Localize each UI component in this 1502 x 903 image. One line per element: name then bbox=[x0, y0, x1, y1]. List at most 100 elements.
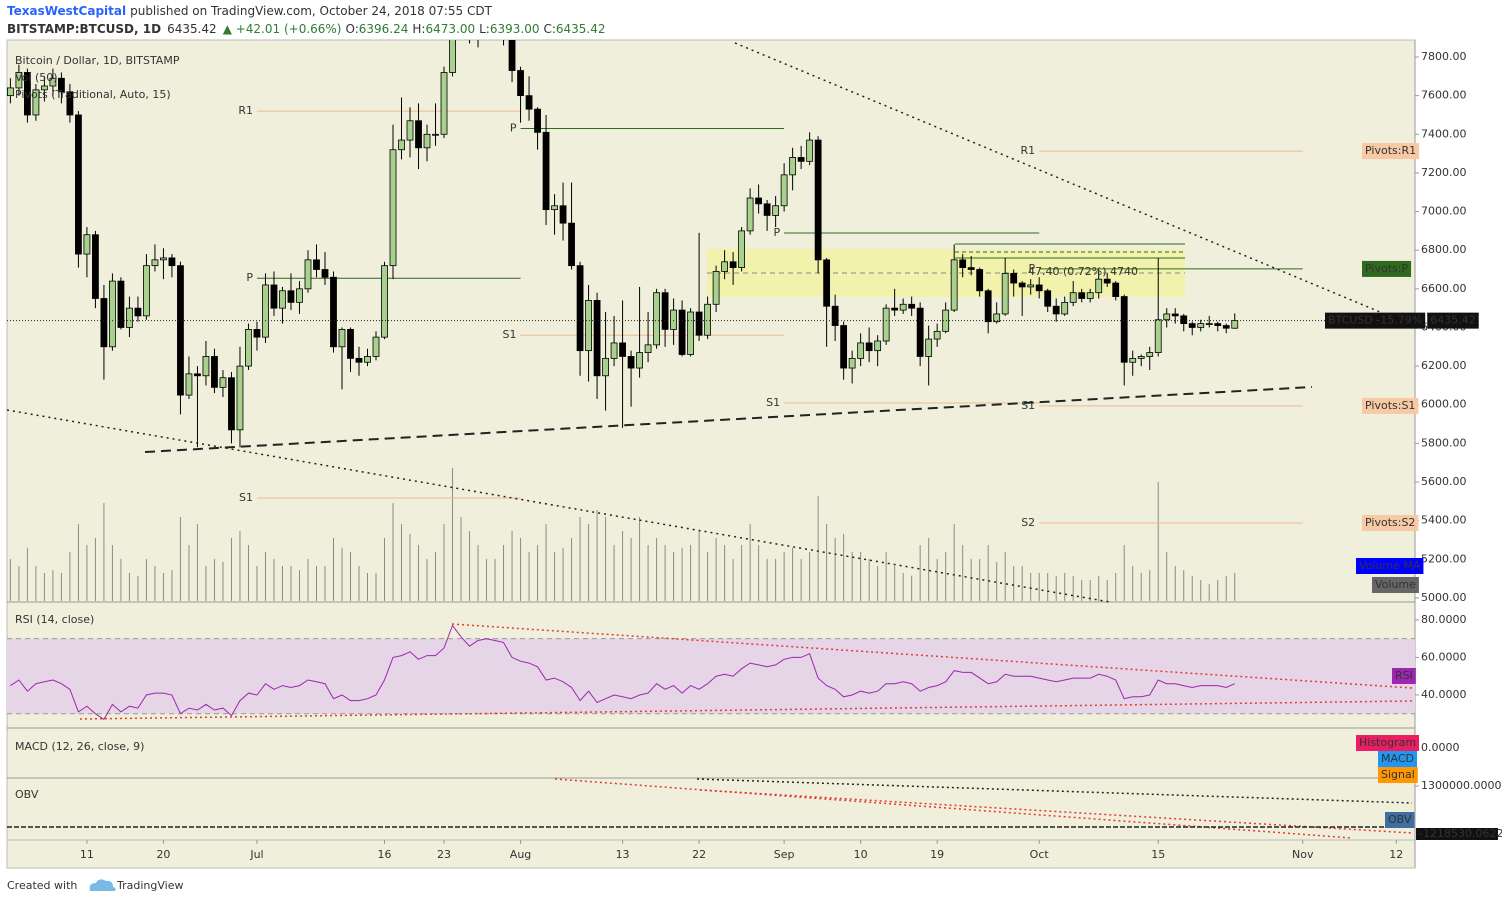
indicator-label: Pivots (Traditional, Auto, 15) bbox=[15, 88, 171, 101]
candle-body bbox=[398, 139, 405, 151]
y-tick-label: 6800.00 bbox=[1421, 243, 1467, 256]
macd-title: MACD (12, 26, close, 9) bbox=[15, 740, 144, 753]
candle-body bbox=[959, 259, 967, 268]
candle-body bbox=[1197, 323, 1205, 328]
footer-text: Created with bbox=[7, 879, 77, 892]
y-tick-label: 5400.00 bbox=[1421, 514, 1467, 527]
y-tick-label: 7600.00 bbox=[1421, 89, 1467, 102]
pivot-label: S1 bbox=[239, 491, 253, 504]
x-tick-label: 22 bbox=[692, 848, 706, 861]
y-tick-label: 1300000.0000 bbox=[1421, 779, 1501, 792]
candle-body bbox=[593, 300, 601, 377]
candle-body bbox=[1069, 292, 1077, 303]
candle-body bbox=[49, 77, 57, 87]
candle-body bbox=[143, 265, 150, 317]
last-price-bg bbox=[1427, 312, 1479, 329]
x-tick-label: 16 bbox=[378, 848, 392, 861]
candle-body bbox=[7, 87, 14, 97]
candle-body bbox=[721, 261, 729, 272]
x-tick-label: Sep bbox=[774, 848, 795, 861]
candle-body bbox=[1205, 323, 1213, 326]
candle-body bbox=[75, 114, 82, 255]
candle-body bbox=[916, 307, 924, 357]
candle-body bbox=[355, 357, 363, 363]
candle-body bbox=[1214, 323, 1222, 326]
x-tick-label: Jul bbox=[249, 848, 263, 861]
pivot-tag-bg bbox=[1362, 143, 1420, 160]
candle-body bbox=[755, 197, 763, 205]
candle-body bbox=[372, 336, 380, 357]
macd-tag: MACD bbox=[1381, 752, 1414, 765]
candle-body bbox=[559, 205, 567, 224]
y-tick-label: 5000.00 bbox=[1421, 591, 1467, 604]
trendlines bbox=[6, 42, 1413, 839]
candle-body bbox=[585, 300, 592, 352]
candle-body bbox=[678, 309, 686, 355]
macd-tag-bg bbox=[1356, 735, 1420, 751]
candle-body bbox=[321, 269, 329, 278]
q: L: bbox=[479, 22, 490, 36]
candle-body bbox=[109, 280, 116, 348]
candle-body bbox=[304, 259, 312, 290]
candle-body bbox=[619, 342, 626, 357]
candle-body bbox=[1171, 313, 1179, 317]
candle-body bbox=[440, 72, 448, 135]
candle-body bbox=[1231, 320, 1239, 329]
q: 6396.24 bbox=[359, 22, 409, 36]
candle-body bbox=[772, 205, 780, 216]
candle-body bbox=[330, 276, 337, 348]
candle-body bbox=[1163, 313, 1171, 321]
x-tick-label: 12 bbox=[1389, 848, 1403, 861]
pivot-label: P bbox=[1029, 262, 1036, 275]
volume-tag: Volume MA bbox=[1359, 559, 1421, 572]
candle-body bbox=[984, 290, 992, 323]
candle-body bbox=[925, 338, 933, 357]
x-tick-label: 23 bbox=[437, 848, 451, 861]
candle-body bbox=[236, 365, 244, 431]
brand[interactable]: TradingView bbox=[116, 879, 183, 892]
pivot-tag: Pivots:R1 bbox=[1365, 144, 1416, 157]
candle-body bbox=[253, 329, 261, 338]
pivot-label: P bbox=[510, 121, 517, 134]
candle-body bbox=[1154, 319, 1162, 353]
candle-body bbox=[653, 292, 660, 346]
candle-body bbox=[1222, 325, 1230, 329]
candle-body bbox=[874, 340, 882, 352]
author[interactable]: TexasWestCapital bbox=[7, 4, 126, 18]
y-tick-label: 7000.00 bbox=[1421, 205, 1467, 218]
candle-body bbox=[432, 133, 439, 136]
symbol: BITSTAMP:BTCUSD, 1D bbox=[7, 22, 161, 36]
candle-body bbox=[950, 259, 958, 311]
pivot-label: S1 bbox=[1021, 399, 1035, 412]
candle-body bbox=[610, 342, 618, 359]
candle-body bbox=[1078, 292, 1086, 299]
pivot-tag-bg bbox=[1362, 260, 1412, 277]
change: ▲ +42.01 (+0.66%) bbox=[223, 22, 342, 36]
candle-body bbox=[704, 303, 711, 336]
candle-body bbox=[976, 269, 984, 292]
candle-body bbox=[313, 259, 320, 270]
chart-background bbox=[6, 39, 1416, 841]
candle-body bbox=[823, 259, 831, 307]
candle-body bbox=[1188, 323, 1196, 328]
candle-body bbox=[202, 356, 210, 377]
x-tick-label: Nov bbox=[1292, 848, 1314, 861]
candle-body bbox=[262, 284, 269, 338]
indicator-panes bbox=[7, 624, 1415, 721]
y-tick-label: 7200.00 bbox=[1421, 166, 1467, 179]
x-tick-label: 13 bbox=[616, 848, 630, 861]
candle-body bbox=[746, 197, 754, 232]
candle-body bbox=[687, 311, 694, 355]
candle-body bbox=[517, 70, 524, 97]
candle-body bbox=[24, 72, 31, 116]
pivot-label: R1 bbox=[238, 104, 253, 117]
y-tick-label: 7400.00 bbox=[1421, 127, 1467, 140]
pivot-label: S1 bbox=[503, 328, 517, 341]
candle-body bbox=[347, 329, 354, 359]
candle-body bbox=[1129, 357, 1137, 363]
candle-body bbox=[661, 292, 669, 330]
candle-body bbox=[670, 309, 677, 330]
header-line: TexasWestCapital published on TradingView… bbox=[7, 4, 493, 18]
y-tick-label: 6200.00 bbox=[1421, 359, 1467, 372]
